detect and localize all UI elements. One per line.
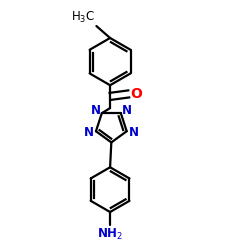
Text: N: N [122,104,132,117]
Text: H$_3$C: H$_3$C [71,10,95,25]
Text: N: N [90,104,101,117]
Text: NH$_2$: NH$_2$ [97,226,123,242]
Text: N: N [129,126,139,139]
Text: N: N [84,126,94,139]
Text: O: O [131,87,142,101]
